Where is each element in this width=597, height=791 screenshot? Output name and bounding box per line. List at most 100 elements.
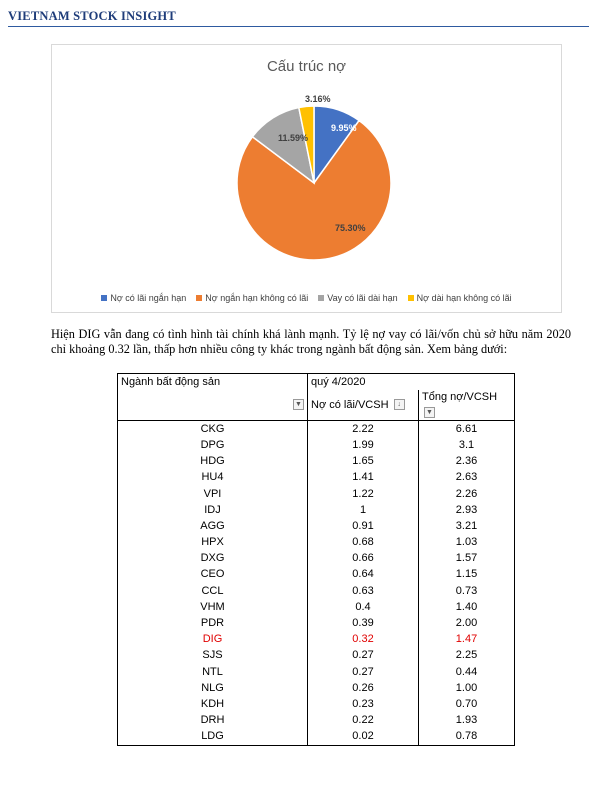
cell-total-debt: 1.00	[418, 680, 515, 697]
cell-debt-interest: 0.68	[307, 534, 419, 551]
cell-debt-interest: 0.22	[307, 712, 419, 729]
legend-label: Nợ ngắn hạn không có lãi	[205, 293, 309, 303]
table-row: NTL 0.27 0.44	[117, 664, 515, 681]
cell-total-debt: 6.61	[418, 420, 515, 438]
table-header-industry: Ngành bất động sản	[117, 373, 308, 391]
pie-data-label: 75.30%	[335, 223, 366, 233]
pie-slice	[236, 119, 392, 261]
cell-total-debt: 2.00	[418, 615, 515, 632]
cell-total-debt: 1.57	[418, 550, 515, 567]
cell-debt-interest: 0.32	[307, 631, 419, 648]
cell-ticker: LDG	[117, 728, 308, 746]
table-row: VHM 0.4 1.40	[117, 599, 515, 616]
table-row: KDH 0.23 0.70	[117, 696, 515, 713]
table-header-period: quý 4/2020	[307, 373, 419, 391]
pie-chart: Cấu trúc nợ 9.95% 75.30% 11.59% 3.16% Nợ có…	[51, 44, 562, 313]
col-label-debt-interest: Nợ có lãi/VCSH	[311, 398, 389, 411]
cell-debt-interest: 0.4	[307, 599, 419, 616]
cell-total-debt: 2.36	[418, 453, 515, 470]
table-row: CKG 2.22 6.61	[117, 420, 515, 438]
legend-label: Nợ dài hạn không có lãi	[416, 293, 512, 303]
legend-item: Nợ có lãi ngắn hạn	[101, 293, 186, 303]
filter-dropdown-icon[interactable]: ▼	[424, 406, 435, 418]
cell-total-debt: 3.21	[418, 518, 515, 535]
cell-ticker: HU4	[117, 469, 308, 486]
cell-debt-interest: 0.91	[307, 518, 419, 535]
table-row: PDR 0.39 2.00	[117, 615, 515, 632]
cell-debt-interest: 0.23	[307, 696, 419, 713]
table-subheader-debt-interest: Nợ có lãi/VCSH ↓	[307, 390, 419, 422]
legend-swatch	[101, 295, 108, 301]
cell-debt-interest: 0.63	[307, 583, 419, 600]
filter-dropdown-icon[interactable]: ▼	[293, 399, 304, 411]
table-row: AGG 0.91 3.21	[117, 518, 515, 535]
cell-debt-interest: 1.99	[307, 437, 419, 454]
chart-title: Cấu trúc nợ	[266, 58, 347, 75]
table-row: HU4 1.41 2.63	[117, 469, 515, 486]
cell-debt-interest: 0.27	[307, 664, 419, 681]
table-subheader-total-debt: Tổng nợ/VCSH ▼	[418, 390, 515, 422]
table-row: DIG 0.32 1.47	[117, 631, 515, 648]
cell-ticker: PDR	[117, 615, 308, 632]
header-title: VIETNAM STOCK INSIGHT	[8, 9, 176, 23]
table-row: HPX 0.68 1.03	[117, 534, 515, 551]
cell-ticker: CKG	[117, 420, 308, 438]
pie-data-label: 3.16%	[305, 94, 331, 104]
table-row: VPI 1.22 2.26	[117, 485, 515, 503]
cell-ticker: SJS	[117, 647, 308, 664]
legend-item: Nợ dài hạn không có lãi	[407, 293, 512, 303]
cell-total-debt: 2.25	[418, 647, 515, 664]
cell-total-debt: 0.73	[418, 583, 515, 600]
cell-ticker: IDJ	[117, 502, 308, 519]
pie-data-label: 11.59%	[278, 133, 308, 143]
cell-debt-interest: 1	[307, 502, 419, 519]
cell-total-debt: 2.63	[418, 469, 515, 486]
cell-ticker: DIG	[117, 631, 308, 648]
legend-label: Vay có lãi dài hạn	[327, 293, 398, 303]
cell-ticker: CEO	[117, 566, 308, 584]
body-paragraph: Hiện DIG vẫn đang có tình hình tài chính…	[51, 327, 571, 356]
pie-chart-svg: 9.95% 75.30% 11.59% 3.16%	[236, 94, 392, 261]
cell-total-debt: 0.44	[418, 664, 515, 681]
cell-ticker: NLG	[117, 680, 308, 697]
legend-item: Nợ ngắn hạn không có lãi	[196, 293, 308, 303]
cell-ticker: AGG	[117, 518, 308, 535]
col-label-total-debt: Tổng nợ/VCSH	[422, 391, 498, 404]
cell-debt-interest: 2.22	[307, 420, 419, 438]
cell-ticker: CCL	[117, 583, 308, 600]
table-row: DRH 0.22 1.93	[117, 712, 515, 729]
cell-debt-interest: 0.02	[307, 728, 419, 746]
cell-ticker: DPG	[117, 437, 308, 454]
table-row: DXG 0.66 1.57	[117, 550, 515, 567]
table-row: SJS 0.27 2.25	[117, 647, 515, 664]
legend-swatch	[407, 295, 414, 301]
pie-data-label: 9.95%	[331, 123, 357, 133]
cell-ticker: HPX	[117, 534, 308, 551]
cell-debt-interest: 1.65	[307, 453, 419, 470]
legend-swatch	[196, 295, 203, 301]
cell-debt-interest: 1.41	[307, 469, 419, 486]
cell-ticker: VPI	[117, 485, 308, 503]
legend-label: Nợ có lãi ngắn hạn	[110, 293, 187, 303]
sort-descending-icon[interactable]: ↓	[393, 399, 405, 411]
table-row: CEO 0.64 1.15	[117, 566, 515, 584]
table-header-blank	[418, 373, 515, 391]
cell-total-debt: 0.78	[418, 728, 515, 746]
cell-total-debt: 0.70	[418, 696, 515, 713]
cell-ticker: VHM	[117, 599, 308, 616]
cell-total-debt: 3.1	[418, 437, 515, 454]
chart-legend: Nợ có lãi ngắn hạn Nợ ngắn hạn không có l…	[52, 293, 561, 303]
cell-debt-interest: 0.66	[307, 550, 419, 567]
legend-item: Vay có lãi dài hạn	[318, 293, 398, 303]
cell-ticker: DRH	[117, 712, 308, 729]
cell-total-debt: 1.40	[418, 599, 515, 616]
table-row: IDJ 1 2.93	[117, 502, 515, 519]
cell-debt-interest: 1.22	[307, 485, 419, 503]
table-row: DPG 1.99 3.1	[117, 437, 515, 454]
table-row: HDG 1.65 2.36	[117, 453, 515, 470]
debt-ratio-table: Ngành bất động sản quý 4/2020 ▼ Nợ có lã…	[117, 373, 515, 746]
cell-ticker: KDH	[117, 696, 308, 713]
cell-total-debt: 1.03	[418, 534, 515, 551]
table-row: LDG 0.02 0.78	[117, 728, 515, 746]
cell-total-debt: 1.47	[418, 631, 515, 648]
